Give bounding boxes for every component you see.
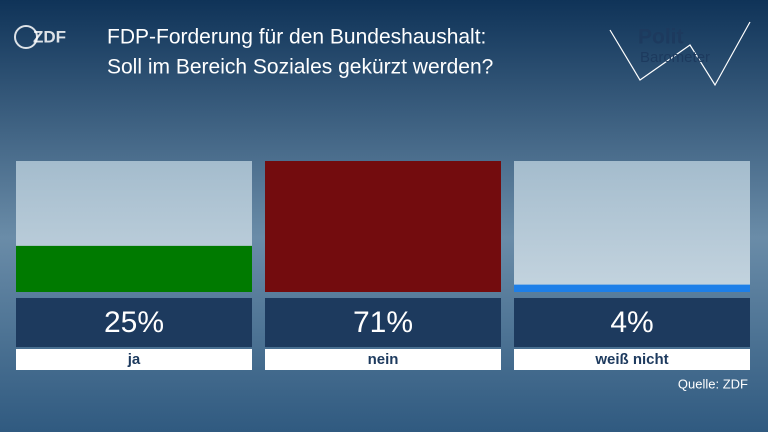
brand-line2: Barometer	[640, 49, 710, 66]
logo: ZDF	[33, 27, 66, 46]
category-box	[514, 349, 750, 370]
source: Quelle: ZDF	[678, 376, 748, 391]
value-label: 71%	[353, 306, 413, 339]
bar	[16, 245, 252, 292]
value-box	[16, 298, 252, 347]
brand-line1: Polit	[638, 26, 684, 49]
value-box	[514, 298, 750, 347]
bar	[514, 284, 750, 292]
value-label: 4%	[610, 306, 653, 339]
chart-title: Soll im Bereich Soziales gekürzt werden?	[107, 56, 493, 79]
bar	[265, 161, 501, 292]
category-label: nein	[368, 351, 399, 368]
chart-title: FDP-Forderung für den Bundeshaushalt:	[107, 26, 486, 49]
category-label: ja	[127, 351, 141, 368]
category-label: weiß nicht	[594, 351, 668, 368]
bar-slot	[514, 161, 750, 292]
brand-graphic	[609, 21, 751, 87]
category-box	[16, 349, 252, 370]
logo-ring	[14, 25, 38, 49]
value-box	[265, 298, 501, 347]
category-box	[265, 349, 501, 370]
value-label: 25%	[104, 306, 164, 339]
